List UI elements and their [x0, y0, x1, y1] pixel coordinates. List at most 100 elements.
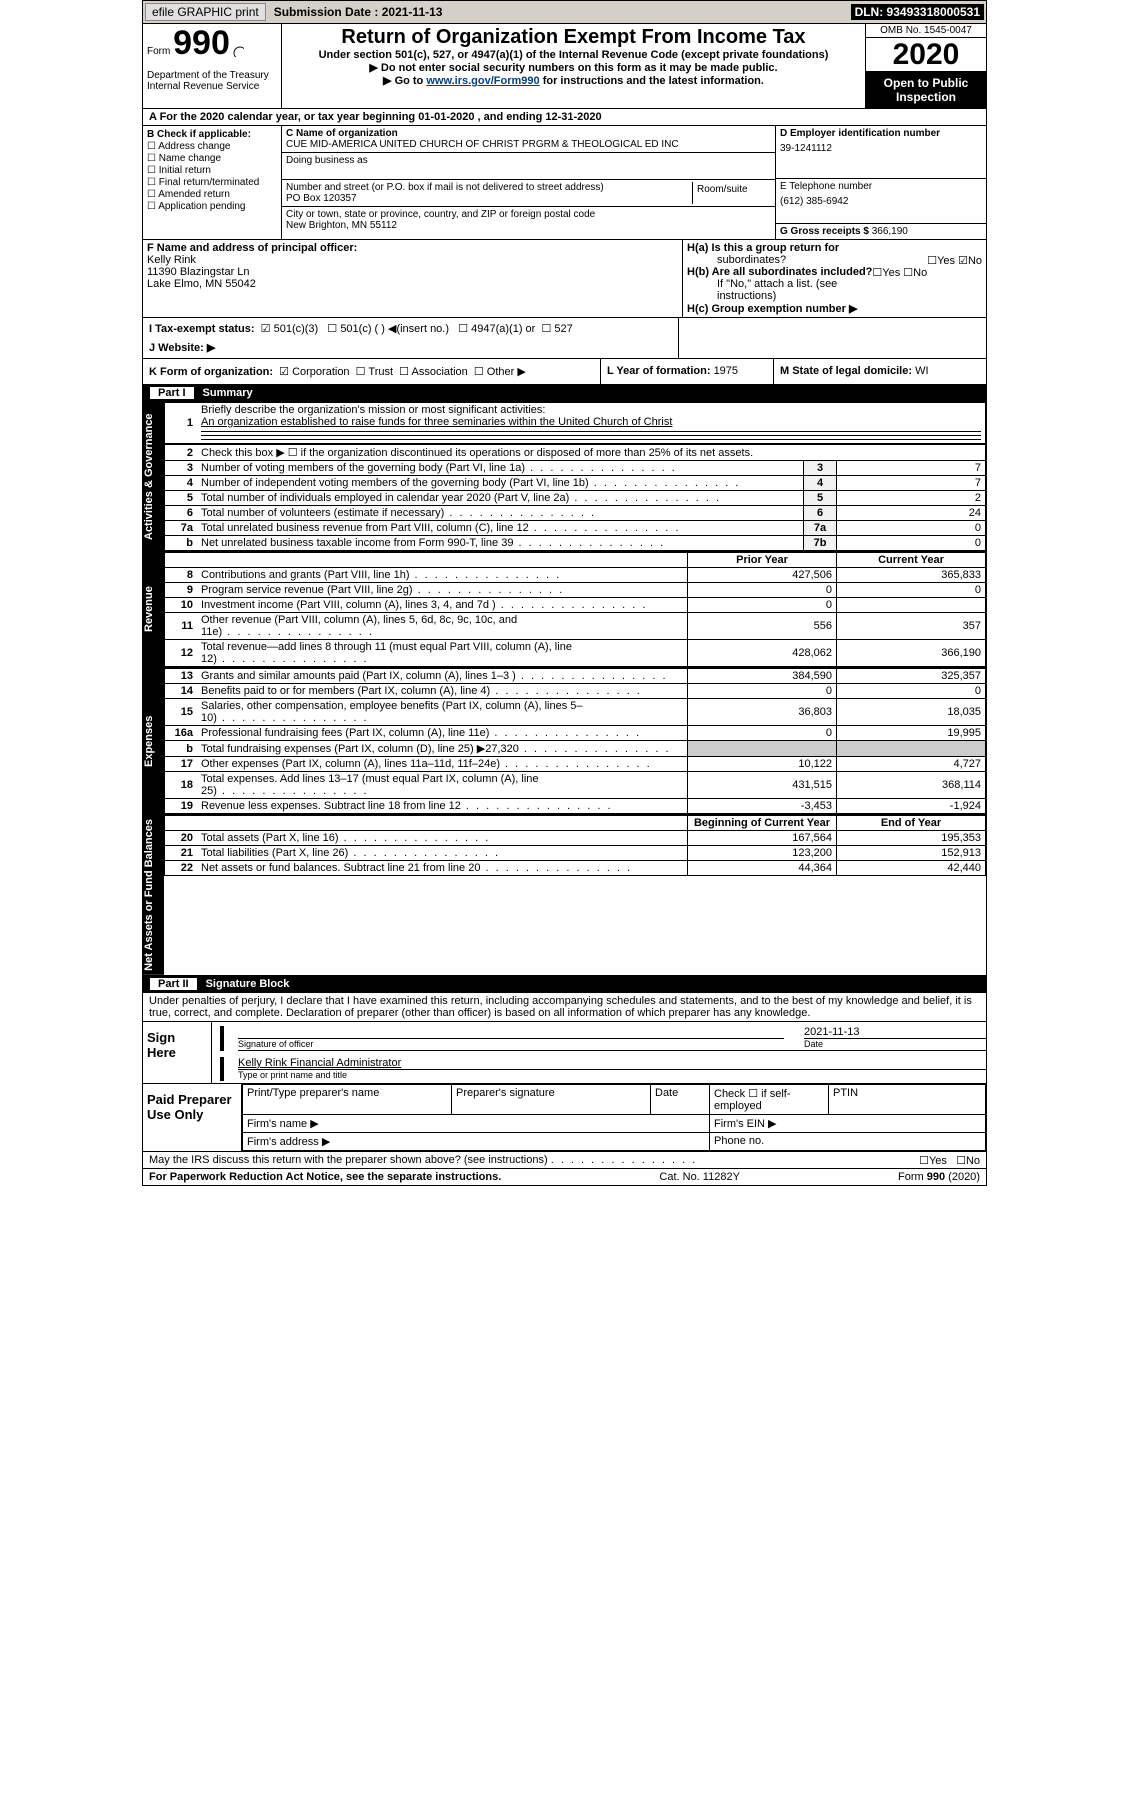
cb-4947[interactable]: 4947(a)(1) or	[471, 323, 535, 335]
cb-initial-return[interactable]: ☐ Initial return	[147, 165, 277, 176]
l-cell: L Year of formation: 1975	[601, 359, 774, 384]
omb-number: OMB No. 1545-0047	[866, 24, 986, 38]
ein-value: 39-1241112	[780, 143, 982, 154]
sidebar-activities-governance: Activities & Governance	[143, 402, 164, 551]
hb-yes[interactable]: Yes	[882, 267, 900, 279]
section-b-c-d: B Check if applicable: ☐ Address change …	[143, 126, 986, 240]
paid-preparer-label: Paid Preparer Use Only	[143, 1084, 242, 1151]
pp-phone: Phone no.	[710, 1132, 986, 1150]
c-label: C Name of organization	[286, 128, 771, 139]
irs-eagle-icon	[233, 46, 244, 57]
page-footer: For Paperwork Reduction Act Notice, see …	[143, 1169, 986, 1185]
table-row: 11Other revenue (Part VIII, column (A), …	[165, 613, 986, 640]
sig-officer-label: Signature of officer	[238, 1038, 784, 1049]
section-f-h: F Name and address of principal officer:…	[143, 240, 986, 318]
cb-amended-return[interactable]: ☐ Amended return	[147, 189, 277, 200]
g-label: G Gross receipts $	[780, 226, 872, 237]
sidebar-revenue: Revenue	[143, 552, 164, 667]
hb-no[interactable]: No	[913, 267, 927, 279]
table-row: 18Total expenses. Add lines 13–17 (must …	[165, 772, 986, 799]
table-row: 22Net assets or fund balances. Subtract …	[165, 861, 986, 876]
cb-final-return[interactable]: ☐ Final return/terminated	[147, 177, 277, 188]
net-assets-section: Net Assets or Fund Balances Beginning of…	[143, 815, 986, 976]
officer-addr1: 11390 Blazingstar Ln	[147, 266, 678, 278]
discuss-yes[interactable]: Yes	[929, 1155, 947, 1167]
phone-value: (612) 385-6942	[780, 196, 982, 207]
ha-yes[interactable]: Yes	[937, 255, 955, 267]
efile-print-button[interactable]: efile GRAPHIC print	[145, 3, 266, 21]
pp-firm-addr: Firm's address ▶	[243, 1132, 710, 1150]
cb-application-pending[interactable]: ☐ Application pending	[147, 201, 277, 212]
form-subtitle: Under section 501(c), 527, or 4947(a)(1)…	[288, 49, 859, 61]
table-row: 20Total assets (Part X, line 16)167,5641…	[165, 831, 986, 846]
activities-governance-section: Activities & Governance 1 Briefly descri…	[143, 402, 986, 552]
i-row: I Tax-exempt status: ☑ 501(c)(3) ☐ 501(c…	[149, 322, 672, 335]
form-label: Form	[147, 46, 170, 57]
form-990-page: efile GRAPHIC print Submission Date : 20…	[142, 0, 987, 1186]
pp-firm-name: Firm's name ▶	[243, 1114, 710, 1132]
pp-name-label: Print/Type preparer's name	[243, 1084, 452, 1114]
pp-sig-label: Preparer's signature	[452, 1084, 651, 1114]
table-row: 8Contributions and grants (Part VIII, li…	[165, 568, 986, 583]
table-row: 15Salaries, other compensation, employee…	[165, 699, 986, 726]
sig-date-label: Date	[804, 1038, 986, 1049]
pp-check-self[interactable]: Check ☐ if self-employed	[710, 1084, 829, 1114]
sign-here-block: Sign Here Signature of officer 2021-11-1…	[143, 1022, 986, 1084]
sig-name-value: Kelly Rink Financial Administrator	[238, 1057, 986, 1069]
cb-trust[interactable]: Trust	[368, 366, 393, 378]
table-row: 6Total number of volunteers (estimate if…	[165, 506, 986, 521]
form-number: 990	[173, 24, 230, 62]
irs-form990-link[interactable]: www.irs.gov/Form990	[426, 75, 539, 87]
hc-label: H(c) Group exemption number ▶	[687, 302, 982, 315]
revenue-section: Revenue Prior Year Current Year 8Contrib…	[143, 552, 986, 668]
table-row: bTotal fundraising expenses (Part IX, co…	[165, 741, 986, 757]
dln: DLN: 93493318000531	[851, 4, 984, 20]
table-row: 12Total revenue—add lines 8 through 11 (…	[165, 640, 986, 667]
cb-corp[interactable]: Corporation	[292, 366, 349, 378]
header-center: Return of Organization Exempt From Incom…	[282, 24, 865, 108]
col-prior-year: Prior Year	[688, 553, 837, 568]
city-value: New Brighton, MN 55112	[286, 220, 771, 231]
sidebar-expenses: Expenses	[143, 668, 164, 814]
j-website: J Website: ▶	[149, 341, 672, 354]
tax-year: 2020	[866, 38, 986, 72]
pp-ptin-label: PTIN	[829, 1084, 986, 1114]
ha-row: H(a) Is this a group return for	[687, 242, 982, 254]
header-left: Form 990 Department of the Treasury Inte…	[143, 24, 282, 108]
table-row: 9Program service revenue (Part VIII, lin…	[165, 583, 986, 598]
table-row: 21Total liabilities (Part X, line 26)123…	[165, 846, 986, 861]
section-k-l-m: K Form of organization: ☑ Corporation ☐ …	[143, 359, 986, 385]
table-row: bNet unrelated business taxable income f…	[165, 536, 986, 551]
e-label: E Telephone number	[780, 181, 982, 192]
table-row: 17Other expenses (Part IX, column (A), l…	[165, 757, 986, 772]
part-ii-box: Part II	[149, 977, 198, 991]
pp-date-label: Date	[651, 1084, 710, 1114]
part-ii-header: Part II Signature Block	[143, 976, 986, 993]
part-ii-title: Signature Block	[206, 978, 290, 990]
sign-here-label: Sign Here	[143, 1022, 212, 1083]
dept-label: Department of the Treasury Internal Reve…	[147, 70, 277, 92]
f-label: F Name and address of principal officer:	[147, 242, 678, 254]
cb-address-change[interactable]: ☐ Address change	[147, 141, 277, 152]
table-row: 13Grants and similar amounts paid (Part …	[165, 669, 986, 684]
cb-501c[interactable]: 501(c) ( ) ◀(insert no.)	[340, 323, 449, 335]
cb-name-change[interactable]: ☐ Name change	[147, 153, 277, 164]
table-row: 14Benefits paid to or for members (Part …	[165, 684, 986, 699]
gross-receipts-value: 366,190	[872, 226, 908, 237]
table-row: 10Investment income (Part VIII, column (…	[165, 598, 986, 613]
addr-label: Number and street (or P.O. box if mail i…	[286, 182, 692, 193]
cb-501c3[interactable]: 501(c)(3)	[274, 323, 319, 335]
ha-no[interactable]: No	[968, 255, 982, 267]
pp-firm-ein: Firm's EIN ▶	[710, 1114, 986, 1132]
discuss-row: May the IRS discuss this return with the…	[143, 1152, 986, 1169]
cb-527[interactable]: 527	[554, 323, 572, 335]
cb-assoc[interactable]: Association	[412, 366, 468, 378]
cb-other[interactable]: Other ▶	[487, 366, 526, 378]
open-public-inspection: Open to Public Inspection	[866, 72, 986, 108]
discuss-no[interactable]: No	[966, 1155, 980, 1167]
pra-notice: For Paperwork Reduction Act Notice, see …	[149, 1171, 501, 1183]
col-current-year: Current Year	[837, 553, 986, 568]
hb-note: If "No," attach a list. (see instruction…	[687, 278, 982, 302]
k-cell: K Form of organization: ☑ Corporation ☐ …	[143, 359, 601, 384]
col-end-year: End of Year	[837, 816, 986, 831]
